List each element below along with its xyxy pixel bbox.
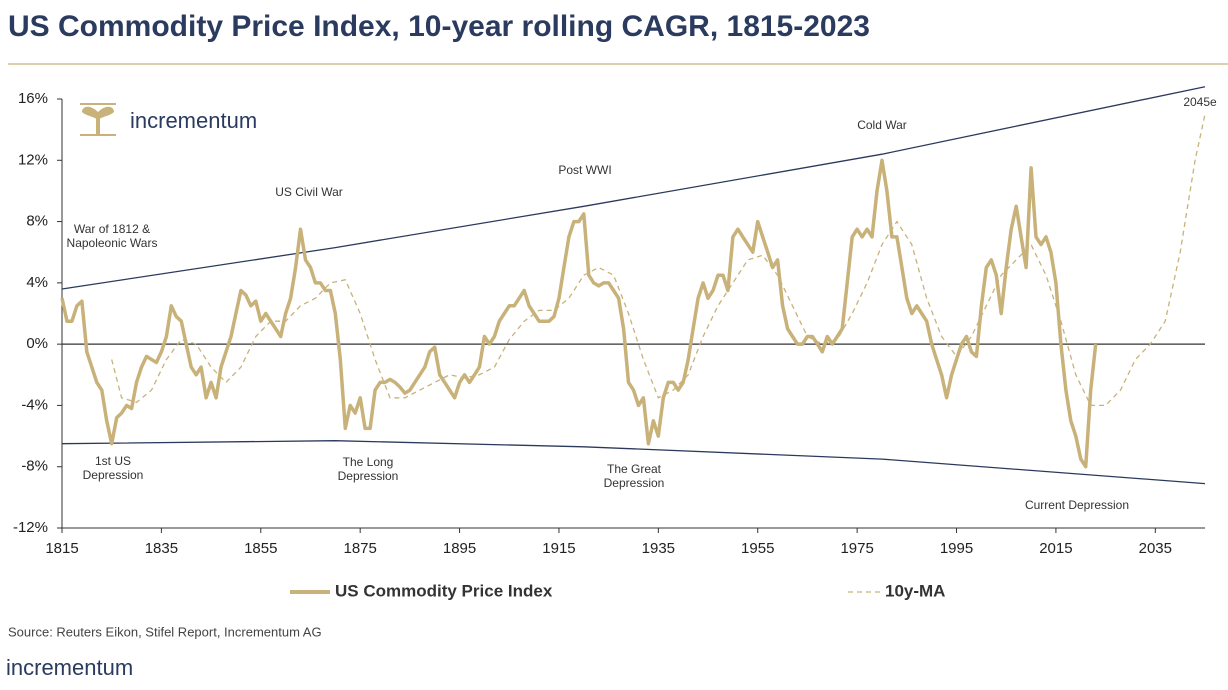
y-tick-label: -12% <box>13 519 48 536</box>
x-tick-label: 1815 <box>45 540 78 557</box>
footer-logo: incrementum <box>6 655 133 680</box>
x-tick-label: 2035 <box>1139 540 1172 557</box>
legend-label: 10y-MA <box>885 581 945 600</box>
x-tick-label: 1855 <box>244 540 277 557</box>
trend-line <box>61 440 1206 485</box>
y-tick-label: 8% <box>26 213 48 230</box>
x-tick-label: 1935 <box>642 540 675 557</box>
y-tick-label: 12% <box>18 151 48 168</box>
annotation: Post WWI <box>558 163 611 177</box>
y-tick-label: -8% <box>21 458 48 475</box>
annotation: 1st US <box>95 454 131 468</box>
x-tick-label: 2015 <box>1039 540 1072 557</box>
logo-text: incrementum <box>130 108 257 133</box>
series-line <box>111 114 1206 407</box>
legend-label: US Commodity Price Index <box>335 581 553 600</box>
x-tick-label: 1895 <box>443 540 476 557</box>
x-tick-label: 1995 <box>940 540 973 557</box>
annotation: Depression <box>83 468 144 482</box>
annotation: Cold War <box>857 118 907 132</box>
x-tick-label: 1915 <box>542 540 575 557</box>
source: Source: Reuters Eikon, Stifel Report, In… <box>8 624 322 639</box>
annotation: Depression <box>604 476 665 490</box>
annotation: 2045e <box>1183 95 1217 109</box>
annotation: The Great <box>607 462 662 476</box>
x-tick-label: 1975 <box>840 540 873 557</box>
y-tick-label: 16% <box>18 90 48 107</box>
y-tick-label: -4% <box>21 396 48 413</box>
annotation: Current Depression <box>1025 498 1129 512</box>
annotation: The Long <box>343 455 394 469</box>
annotation: US Civil War <box>275 185 343 199</box>
x-tick-label: 1875 <box>343 540 376 557</box>
series-line <box>60 158 1098 469</box>
chart-title: US Commodity Price Index, 10-year rollin… <box>8 10 870 43</box>
y-tick-label: 4% <box>26 274 48 291</box>
annotation: Napoleonic Wars <box>67 236 158 250</box>
annotation: War of 1812 & <box>74 222 150 236</box>
annotation: Depression <box>338 469 399 483</box>
x-tick-label: 1955 <box>741 540 774 557</box>
logo-icon <box>80 103 116 136</box>
trend-line <box>61 86 1206 290</box>
y-tick-label: 0% <box>26 335 48 352</box>
x-tick-label: 1835 <box>145 540 178 557</box>
